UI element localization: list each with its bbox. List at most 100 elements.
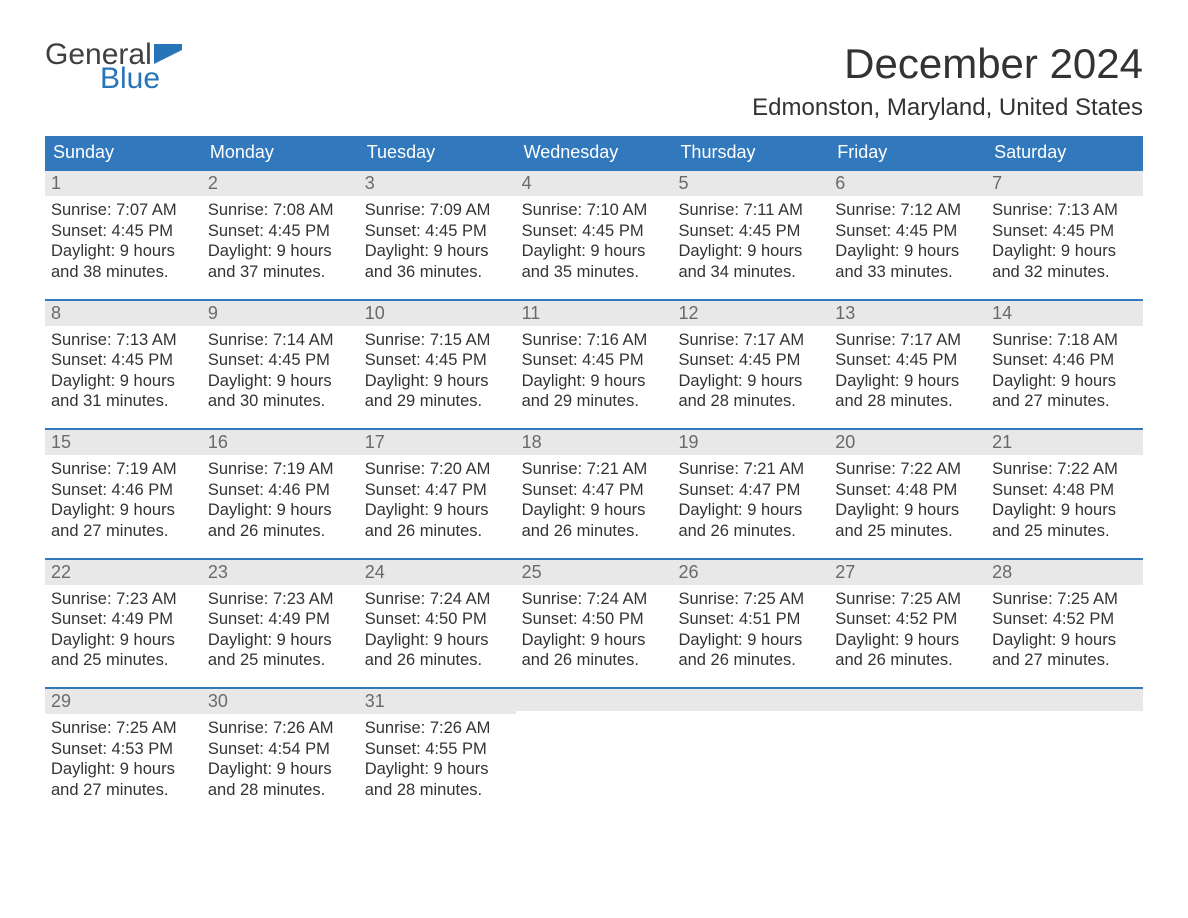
day-body: Sunrise: 7:08 AMSunset: 4:45 PMDaylight:… [202, 196, 359, 285]
day-daylight2: and 30 minutes. [208, 391, 353, 412]
day-daylight1: Daylight: 9 hours [522, 241, 667, 262]
day-number: 3 [365, 173, 375, 193]
day-daylight2: and 26 minutes. [522, 521, 667, 542]
day-sunrise: Sunrise: 7:19 AM [51, 459, 196, 480]
day-daylight2: and 26 minutes. [365, 650, 510, 671]
week-row: 29Sunrise: 7:25 AMSunset: 4:53 PMDayligh… [45, 687, 1143, 803]
day-number: 27 [835, 562, 855, 582]
day-body: Sunrise: 7:24 AMSunset: 4:50 PMDaylight:… [359, 585, 516, 674]
day-sunrise: Sunrise: 7:18 AM [992, 330, 1137, 351]
day-cell: 11Sunrise: 7:16 AMSunset: 4:45 PMDayligh… [516, 301, 673, 415]
day-number-row: 14 [986, 301, 1143, 326]
day-sunrise: Sunrise: 7:21 AM [522, 459, 667, 480]
day-sunrise: Sunrise: 7:15 AM [365, 330, 510, 351]
day-number-row: 15 [45, 430, 202, 455]
day-daylight1: Daylight: 9 hours [208, 241, 353, 262]
day-number-row: 4 [516, 171, 673, 196]
day-daylight2: and 26 minutes. [835, 650, 980, 671]
day-sunrise: Sunrise: 7:17 AM [678, 330, 823, 351]
day-sunset: Sunset: 4:45 PM [208, 221, 353, 242]
day-number: 2 [208, 173, 218, 193]
day-number: 21 [992, 432, 1012, 452]
day-number: 6 [835, 173, 845, 193]
day-body: Sunrise: 7:24 AMSunset: 4:50 PMDaylight:… [516, 585, 673, 674]
day-number-row: 6 [829, 171, 986, 196]
day-daylight1: Daylight: 9 hours [678, 371, 823, 392]
day-cell: 21Sunrise: 7:22 AMSunset: 4:48 PMDayligh… [986, 430, 1143, 544]
day-daylight1: Daylight: 9 hours [835, 371, 980, 392]
day-sunrise: Sunrise: 7:17 AM [835, 330, 980, 351]
day-sunset: Sunset: 4:46 PM [51, 480, 196, 501]
day-sunset: Sunset: 4:45 PM [365, 221, 510, 242]
day-number: 8 [51, 303, 61, 323]
day-body: Sunrise: 7:11 AMSunset: 4:45 PMDaylight:… [672, 196, 829, 285]
day-daylight1: Daylight: 9 hours [365, 500, 510, 521]
day-number-row: 11 [516, 301, 673, 326]
day-daylight2: and 27 minutes. [51, 521, 196, 542]
day-body: Sunrise: 7:17 AMSunset: 4:45 PMDaylight:… [829, 326, 986, 415]
day-daylight2: and 36 minutes. [365, 262, 510, 283]
day-sunrise: Sunrise: 7:07 AM [51, 200, 196, 221]
calendar: Sunday Monday Tuesday Wednesday Thursday… [45, 136, 1143, 803]
dow-wed: Wednesday [516, 136, 673, 169]
day-number-row: 7 [986, 171, 1143, 196]
day-body: Sunrise: 7:21 AMSunset: 4:47 PMDaylight:… [672, 455, 829, 544]
day-sunrise: Sunrise: 7:23 AM [51, 589, 196, 610]
day-daylight2: and 38 minutes. [51, 262, 196, 283]
day-sunset: Sunset: 4:50 PM [365, 609, 510, 630]
day-number: 5 [678, 173, 688, 193]
dow-row: Sunday Monday Tuesday Wednesday Thursday… [45, 136, 1143, 169]
day-body: Sunrise: 7:15 AMSunset: 4:45 PMDaylight:… [359, 326, 516, 415]
day-cell [986, 689, 1143, 803]
day-daylight2: and 28 minutes. [365, 780, 510, 801]
day-number-row: 29 [45, 689, 202, 714]
day-sunrise: Sunrise: 7:24 AM [522, 589, 667, 610]
day-sunset: Sunset: 4:46 PM [208, 480, 353, 501]
week-row: 15Sunrise: 7:19 AMSunset: 4:46 PMDayligh… [45, 428, 1143, 544]
location: Edmonston, Maryland, United States [752, 94, 1143, 122]
day-cell: 30Sunrise: 7:26 AMSunset: 4:54 PMDayligh… [202, 689, 359, 803]
day-cell: 12Sunrise: 7:17 AMSunset: 4:45 PMDayligh… [672, 301, 829, 415]
day-number: 26 [678, 562, 698, 582]
dow-tue: Tuesday [359, 136, 516, 169]
day-body: Sunrise: 7:26 AMSunset: 4:55 PMDaylight:… [359, 714, 516, 803]
day-cell: 3Sunrise: 7:09 AMSunset: 4:45 PMDaylight… [359, 171, 516, 285]
day-daylight1: Daylight: 9 hours [835, 630, 980, 651]
day-number: 15 [51, 432, 71, 452]
day-body: Sunrise: 7:25 AMSunset: 4:53 PMDaylight:… [45, 714, 202, 803]
day-daylight2: and 26 minutes. [365, 521, 510, 542]
day-daylight1: Daylight: 9 hours [835, 500, 980, 521]
day-sunset: Sunset: 4:48 PM [992, 480, 1137, 501]
day-number-row: 5 [672, 171, 829, 196]
logo-word-blue: Blue [100, 64, 182, 94]
day-number: 4 [522, 173, 532, 193]
day-sunset: Sunset: 4:46 PM [992, 350, 1137, 371]
day-cell: 18Sunrise: 7:21 AMSunset: 4:47 PMDayligh… [516, 430, 673, 544]
day-cell: 1Sunrise: 7:07 AMSunset: 4:45 PMDaylight… [45, 171, 202, 285]
day-body: Sunrise: 7:25 AMSunset: 4:51 PMDaylight:… [672, 585, 829, 674]
day-sunrise: Sunrise: 7:09 AM [365, 200, 510, 221]
day-daylight1: Daylight: 9 hours [835, 241, 980, 262]
day-cell: 28Sunrise: 7:25 AMSunset: 4:52 PMDayligh… [986, 560, 1143, 674]
day-sunset: Sunset: 4:45 PM [51, 221, 196, 242]
day-number-row: 9 [202, 301, 359, 326]
day-number: 16 [208, 432, 228, 452]
day-sunset: Sunset: 4:45 PM [678, 221, 823, 242]
day-daylight2: and 32 minutes. [992, 262, 1137, 283]
day-daylight2: and 25 minutes. [51, 650, 196, 671]
day-body: Sunrise: 7:07 AMSunset: 4:45 PMDaylight:… [45, 196, 202, 285]
day-body: Sunrise: 7:18 AMSunset: 4:46 PMDaylight:… [986, 326, 1143, 415]
day-number: 7 [992, 173, 1002, 193]
day-number-row: 27 [829, 560, 986, 585]
day-daylight2: and 26 minutes. [678, 521, 823, 542]
day-number: 24 [365, 562, 385, 582]
day-body: Sunrise: 7:25 AMSunset: 4:52 PMDaylight:… [986, 585, 1143, 674]
dow-fri: Friday [829, 136, 986, 169]
day-sunrise: Sunrise: 7:26 AM [208, 718, 353, 739]
day-sunset: Sunset: 4:47 PM [678, 480, 823, 501]
day-daylight1: Daylight: 9 hours [992, 500, 1137, 521]
day-sunrise: Sunrise: 7:21 AM [678, 459, 823, 480]
day-daylight1: Daylight: 9 hours [365, 759, 510, 780]
day-body: Sunrise: 7:22 AMSunset: 4:48 PMDaylight:… [829, 455, 986, 544]
day-body: Sunrise: 7:23 AMSunset: 4:49 PMDaylight:… [202, 585, 359, 674]
